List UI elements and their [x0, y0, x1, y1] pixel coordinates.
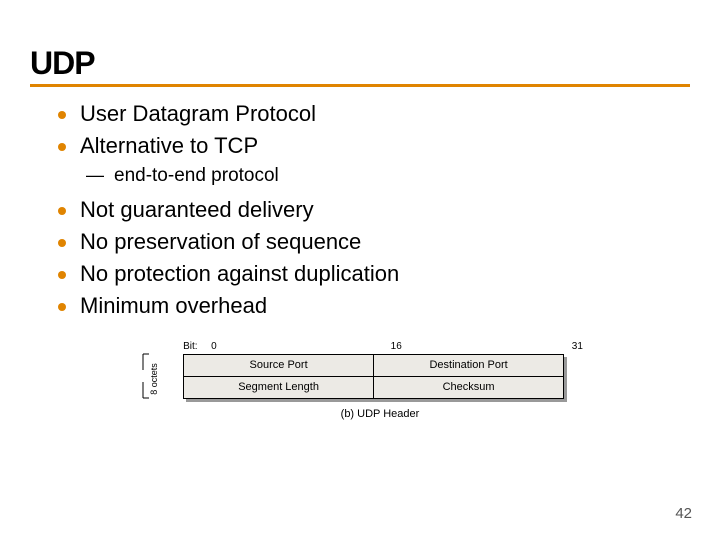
cell-destination-port: Destination Port: [374, 354, 564, 376]
bullet-text: Not guaranteed delivery: [80, 197, 314, 223]
bit-label: Bit:: [183, 341, 211, 352]
bullet-item: Alternative to TCP: [58, 133, 690, 159]
bullet-text: No protection against duplication: [80, 261, 399, 287]
bullet-text: Alternative to TCP: [80, 133, 258, 159]
page-number: 42: [675, 505, 692, 522]
bit-31: 31: [572, 341, 583, 352]
bullet-dot-icon: [58, 207, 66, 215]
bullet-item: No preservation of sequence: [58, 229, 690, 255]
diagram-caption: (b) UDP Header: [177, 408, 583, 420]
bullet-item: User Datagram Protocol: [58, 101, 690, 127]
bullet-item: No protection against duplication: [58, 261, 690, 287]
bullet-dot-icon: [58, 271, 66, 279]
page-title: UDP: [30, 45, 690, 87]
table-row: Source Port Destination Port: [184, 354, 564, 376]
bullet-dot-icon: [58, 303, 66, 311]
sub-bullet-item: — end-to-end protocol: [86, 165, 690, 187]
bullet-item: Not guaranteed delivery: [58, 197, 690, 223]
sub-bullet-text: end-to-end protocol: [114, 165, 279, 187]
udp-header-diagram: Bit: 0 16 31 8 octets Source Port: [30, 341, 690, 420]
bullet-dot-icon: [58, 143, 66, 151]
table-row: Segment Length Checksum: [184, 376, 564, 398]
octets-indicator: 8 octets: [137, 352, 177, 400]
octets-label: 8 octets: [149, 363, 159, 395]
bit-scale: Bit: 0 16 31: [183, 341, 583, 352]
cell-source-port: Source Port: [184, 354, 374, 376]
bullet-text: User Datagram Protocol: [80, 101, 316, 127]
bullet-text: Minimum overhead: [80, 293, 267, 319]
cell-segment-length: Segment Length: [184, 376, 374, 398]
udp-header-table: Source Port Destination Port Segment Len…: [183, 354, 564, 399]
bullet-text: No preservation of sequence: [80, 229, 361, 255]
bullet-item: Minimum overhead: [58, 293, 690, 319]
dash-icon: —: [86, 165, 104, 186]
cell-checksum: Checksum: [374, 376, 564, 398]
bullet-dot-icon: [58, 239, 66, 247]
table-shadow: Source Port Destination Port Segment Len…: [183, 354, 564, 399]
bullet-dot-icon: [58, 111, 66, 119]
bullet-list: User Datagram Protocol Alternative to TC…: [58, 101, 690, 319]
bit-16: 16: [391, 341, 402, 352]
bit-0: 0: [211, 341, 217, 352]
